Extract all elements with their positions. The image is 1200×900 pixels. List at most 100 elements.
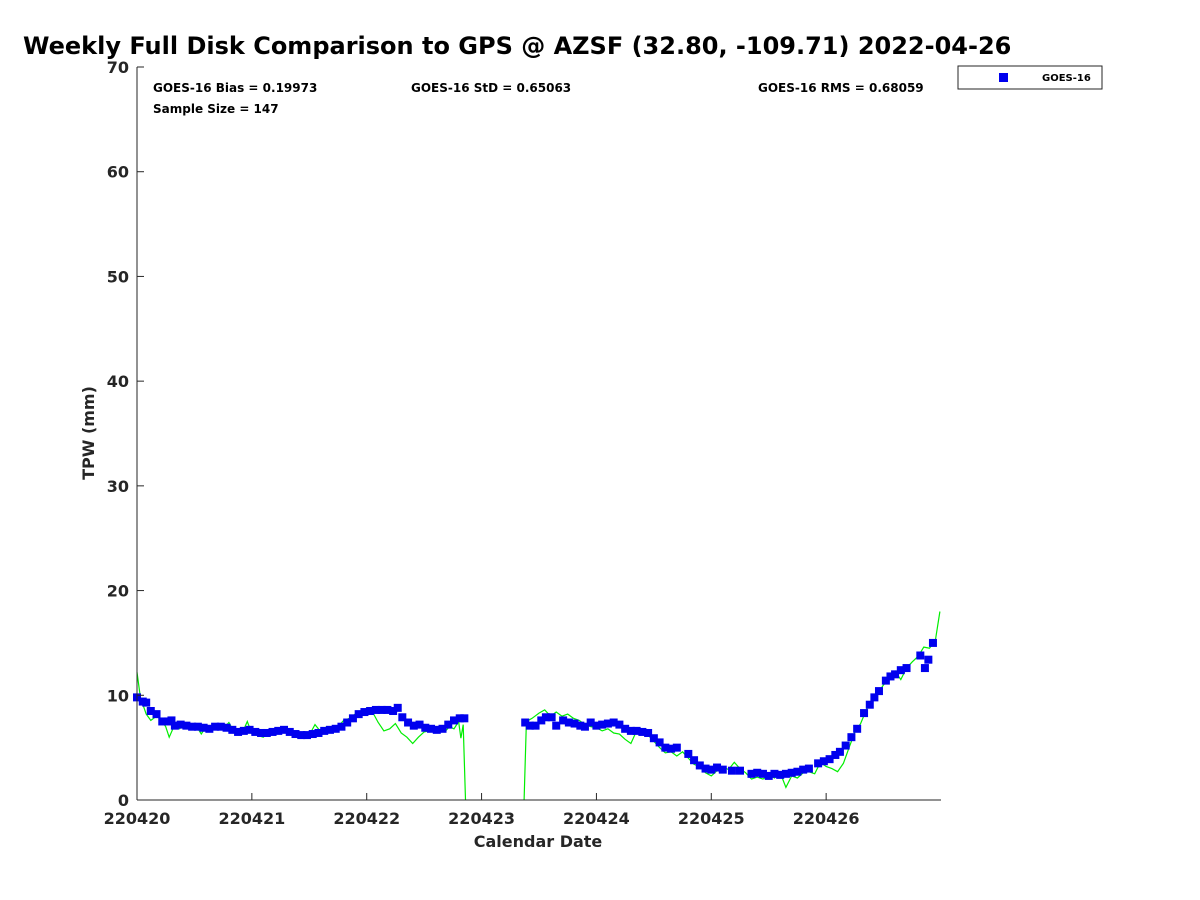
goes-point	[835, 747, 844, 756]
std-stat: GOES-16 StD = 0.65063	[411, 81, 571, 95]
goes-point	[825, 755, 834, 764]
y-tick-label: 40	[107, 372, 129, 391]
goes-point	[727, 766, 736, 775]
goes-point	[853, 724, 862, 733]
goes-point	[354, 710, 363, 719]
goes-point	[819, 757, 828, 766]
goes-point	[891, 670, 900, 679]
goes-point	[205, 724, 214, 733]
goes-point	[916, 651, 925, 660]
goes-point	[325, 725, 334, 734]
goes-point	[450, 716, 459, 725]
goes-point	[320, 726, 329, 735]
goes-point	[348, 714, 357, 723]
goes-point	[781, 769, 790, 778]
goes-point	[460, 714, 469, 723]
goes-point	[707, 765, 716, 774]
goes-point	[211, 722, 220, 731]
goes-point	[337, 722, 346, 731]
goes-point	[167, 716, 176, 725]
goes-point	[896, 666, 905, 675]
goes-point	[377, 705, 386, 714]
x-tick-label: 220424	[563, 809, 630, 828]
goes-point	[586, 718, 595, 727]
goes-point	[389, 706, 398, 715]
x-tick-label: 220425	[678, 809, 745, 828]
goes-point	[881, 676, 890, 685]
goes-point	[649, 734, 658, 743]
goes-point	[308, 730, 317, 739]
legend-marker	[999, 73, 1008, 82]
goes-point	[576, 721, 585, 730]
x-tick-label: 220421	[218, 809, 285, 828]
y-tick-label: 70	[107, 58, 129, 77]
legend: GOES-16	[957, 65, 1103, 90]
goes-point	[667, 744, 676, 753]
y-tick-label: 10	[107, 686, 129, 705]
goes-point	[787, 768, 796, 777]
goes-point	[609, 718, 618, 727]
goes-point	[398, 713, 407, 722]
goes-point	[404, 718, 413, 727]
goes-point	[280, 725, 289, 734]
y-tick-label: 20	[107, 582, 129, 601]
goes-point	[886, 672, 895, 681]
goes-point	[525, 721, 534, 730]
goes-point	[302, 731, 311, 740]
goes-point	[638, 727, 647, 736]
goes-point	[902, 664, 911, 673]
goes-point	[736, 766, 744, 775]
goes-point	[713, 763, 722, 772]
goes-point	[170, 721, 179, 730]
goes-point	[598, 720, 607, 729]
goes-point	[770, 769, 779, 778]
goes-point	[360, 708, 369, 717]
goes-point	[831, 750, 840, 759]
goes-point	[222, 723, 231, 732]
chart-title: Weekly Full Disk Comparison to GPS @ AZS…	[23, 32, 1011, 60]
goes-point	[331, 724, 340, 733]
goes-point	[860, 709, 869, 718]
goes-point	[632, 726, 641, 735]
goes-point	[297, 731, 306, 740]
goes-point	[847, 733, 856, 742]
y-tick-label: 0	[118, 791, 129, 810]
goes-point	[531, 721, 540, 730]
goes-point	[695, 761, 704, 770]
sample-size: Sample Size = 147	[153, 102, 279, 116]
y-ticks: 0 10 20 30 40 50 60 70	[107, 58, 144, 810]
goes-point	[409, 721, 418, 730]
goes-point	[655, 738, 664, 747]
goes-point	[152, 710, 161, 719]
goes-point	[421, 723, 430, 732]
goes-point	[245, 725, 254, 734]
goes-point	[776, 770, 785, 779]
goes-point	[239, 726, 248, 735]
x-axis-label: Calendar Date	[474, 832, 603, 851]
goes-point	[285, 727, 294, 736]
x-tick-label: 220423	[448, 809, 515, 828]
x-tick-label: 220426	[793, 809, 860, 828]
goes-point	[432, 725, 441, 734]
goes-point	[455, 714, 464, 723]
y-tick-label: 30	[107, 477, 129, 496]
goes-point	[521, 718, 530, 727]
goes-point	[564, 718, 573, 727]
goes-point	[874, 687, 883, 696]
x-ticks: 220420 220421 220422 220423 220424 220425 2204…	[104, 793, 860, 828]
goes-point	[216, 722, 225, 731]
goes-point	[747, 769, 756, 778]
goes-point	[661, 743, 670, 752]
goes-point	[804, 764, 813, 773]
goes-point	[690, 756, 699, 765]
y-axis-label: TPW (mm)	[79, 386, 98, 480]
goes-point	[427, 724, 436, 733]
y-tick-label: 60	[107, 163, 129, 182]
goes-point	[142, 698, 151, 707]
goes-point	[924, 655, 933, 664]
goes-point	[268, 727, 277, 736]
goes-point	[793, 767, 802, 776]
goes-point	[814, 759, 823, 768]
goes-point	[559, 716, 568, 725]
